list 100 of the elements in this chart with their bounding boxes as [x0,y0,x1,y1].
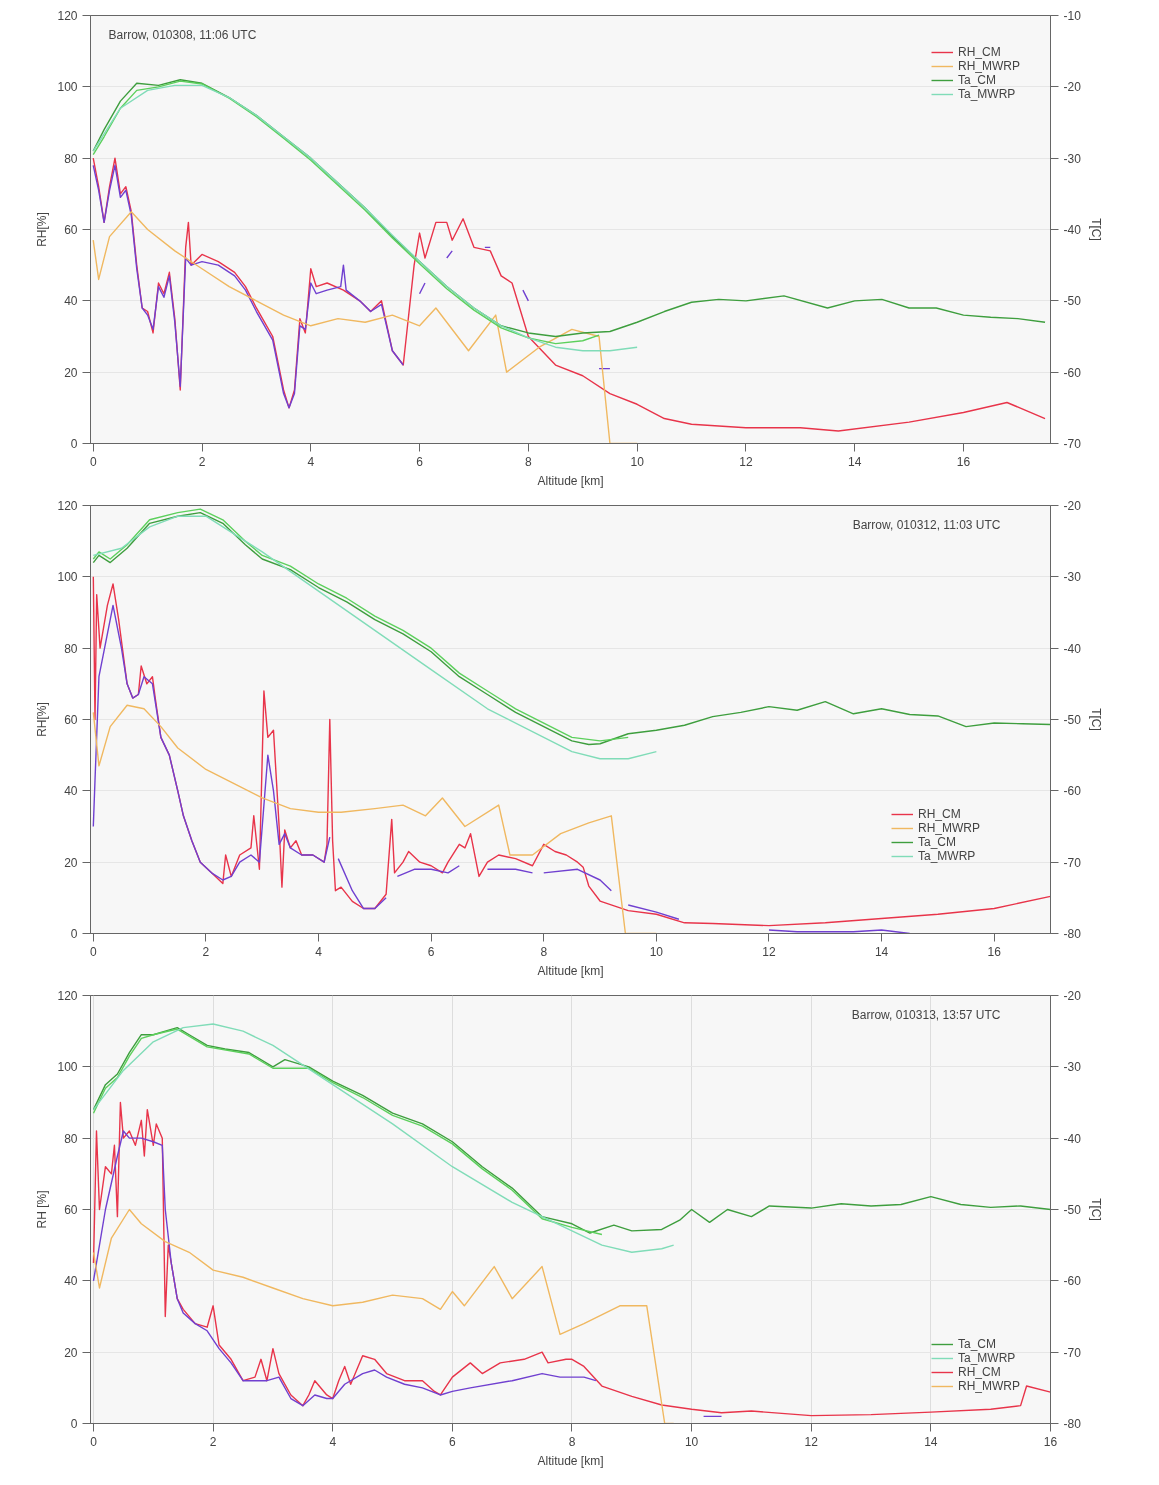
y-tick-label: 40 [64,1274,78,1289]
legend-label: Ta_CM [958,1337,997,1351]
x-axis-title: Altitude [km] [537,963,604,978]
x-tick-label: 0 [90,1434,98,1449]
x-tick-label: 16 [1043,1434,1058,1449]
x-tick-label: 0 [89,454,97,469]
line-series [92,1101,1051,1417]
x-tick-label: 4 [307,454,315,469]
legend-label: RH_CM [958,1365,1001,1379]
y-tick-label: 40 [64,784,78,799]
y-tick-label: 20 [64,365,78,380]
x-tick-label: 6 [449,1434,457,1449]
y-tick-label: 100 [57,570,78,585]
legend-label: Ta_MWRP [958,1351,1016,1365]
y2-tick-label: -60 [1063,784,1082,799]
x-tick-label: 16 [956,454,971,469]
y2-tick-label: -60 [1063,365,1082,380]
x-tick-label: 2 [202,944,210,959]
legend-label: RH_MWRP [958,59,1020,73]
y2-axis-title: T[C] [1088,1198,1103,1221]
y2-tick-label: -80 [1063,927,1082,941]
y2-tick-label: -20 [1063,989,1082,1003]
x-tick-label: 6 [416,454,424,469]
line-series [92,1023,675,1253]
x-tick-label: 14 [874,944,889,959]
y2-tick-label: -50 [1063,294,1082,309]
x-axis-title: Altitude [km] [537,473,604,488]
y-tick-label: 20 [64,855,78,870]
legend-label: RH_MWRP [918,821,980,835]
y2-tick-label: -20 [1063,80,1082,95]
y2-tick-label: -30 [1063,1060,1082,1075]
y-tick-label: 80 [64,1131,78,1146]
y2-tick-label: -40 [1063,641,1082,656]
y2-tick-label: -70 [1063,437,1082,451]
x-tick-label: 4 [329,1434,337,1449]
legend-label: RH_CM [958,45,1001,59]
y-tick-label: 60 [64,713,78,727]
y-tick-label: 100 [57,1060,78,1075]
legend-label: Ta_MWRP [958,87,1016,101]
y2-axis-title: T[C] [1088,218,1103,241]
y-tick-label: 40 [64,294,78,309]
y2-tick-label: -80 [1063,1417,1082,1431]
y-tick-label: 120 [57,9,78,23]
y-tick-label: 80 [64,151,78,166]
x-tick-label: 8 [540,944,548,959]
legend-label: RH_CM [918,807,961,821]
y-tick-label: 20 [64,1345,78,1360]
y2-tick-label: -40 [1063,223,1082,237]
y2-tick-label: -50 [1063,713,1082,727]
x-tick-label: 2 [209,1434,217,1449]
y-axis-title: RH[%] [35,212,50,247]
y-tick-label: 60 [64,1203,78,1217]
y-tick-label: 0 [70,437,78,451]
x-tick-label: 12 [762,944,776,959]
line-series [92,1026,1051,1234]
line-series [92,576,1051,927]
x-tick-label: 8 [568,1434,576,1449]
x-tick-label: 2 [198,454,206,469]
x-tick-label: 0 [89,944,97,959]
x-tick-label: 16 [987,944,1002,959]
y2-tick-label: -10 [1063,9,1082,23]
line-series [92,1028,603,1236]
y2-tick-label: -20 [1063,499,1082,513]
annotation: Barrow, 010312, 11:03 UTC [852,517,1001,532]
legend-label: Ta_MWRP [918,849,976,863]
x-tick-label: 6 [427,944,435,959]
annotation: Barrow, 010313, 13:57 UTC [851,1007,1001,1022]
y-axis-title: RH[%] [35,702,50,737]
x-tick-label: 14 [924,1434,938,1449]
y2-axis-title: T[C] [1088,708,1103,731]
x-tick-label: 8 [525,454,533,469]
y-tick-label: 120 [57,499,78,513]
y2-tick-label: -60 [1063,1274,1082,1289]
y-tick-label: 120 [57,989,78,1003]
y2-tick-label: -30 [1063,151,1082,166]
y-axis-title: RH [%] [35,1190,50,1229]
y-tick-label: 100 [57,80,78,95]
y-tick-label: 0 [70,1417,78,1431]
y2-tick-label: -30 [1063,570,1082,585]
y-tick-label: 60 [64,223,78,237]
legend-label: Ta_CM [918,835,957,849]
x-axis-title: Altitude [km] [537,1453,604,1468]
x-tick-label: 12 [804,1434,819,1449]
y2-tick-label: -50 [1063,1203,1082,1217]
line-series [92,157,1046,432]
y2-tick-label: -40 [1063,1131,1082,1146]
legend-label: Ta_CM [958,73,997,87]
x-tick-label: 10 [630,454,645,469]
y2-tick-label: -70 [1063,855,1082,870]
x-tick-label: 10 [649,944,664,959]
line-series [92,511,1051,746]
x-tick-label: 4 [315,944,323,959]
legend-label: RH_MWRP [958,1379,1020,1393]
x-tick-label: 14 [848,454,862,469]
y-tick-label: 0 [70,927,78,941]
x-tick-label: 10 [684,1434,699,1449]
y-tick-label: 80 [64,641,78,656]
y2-tick-label: -70 [1063,1345,1082,1360]
annotation: Barrow, 010308, 11:06 UTC [108,27,257,42]
x-tick-label: 12 [739,454,753,469]
